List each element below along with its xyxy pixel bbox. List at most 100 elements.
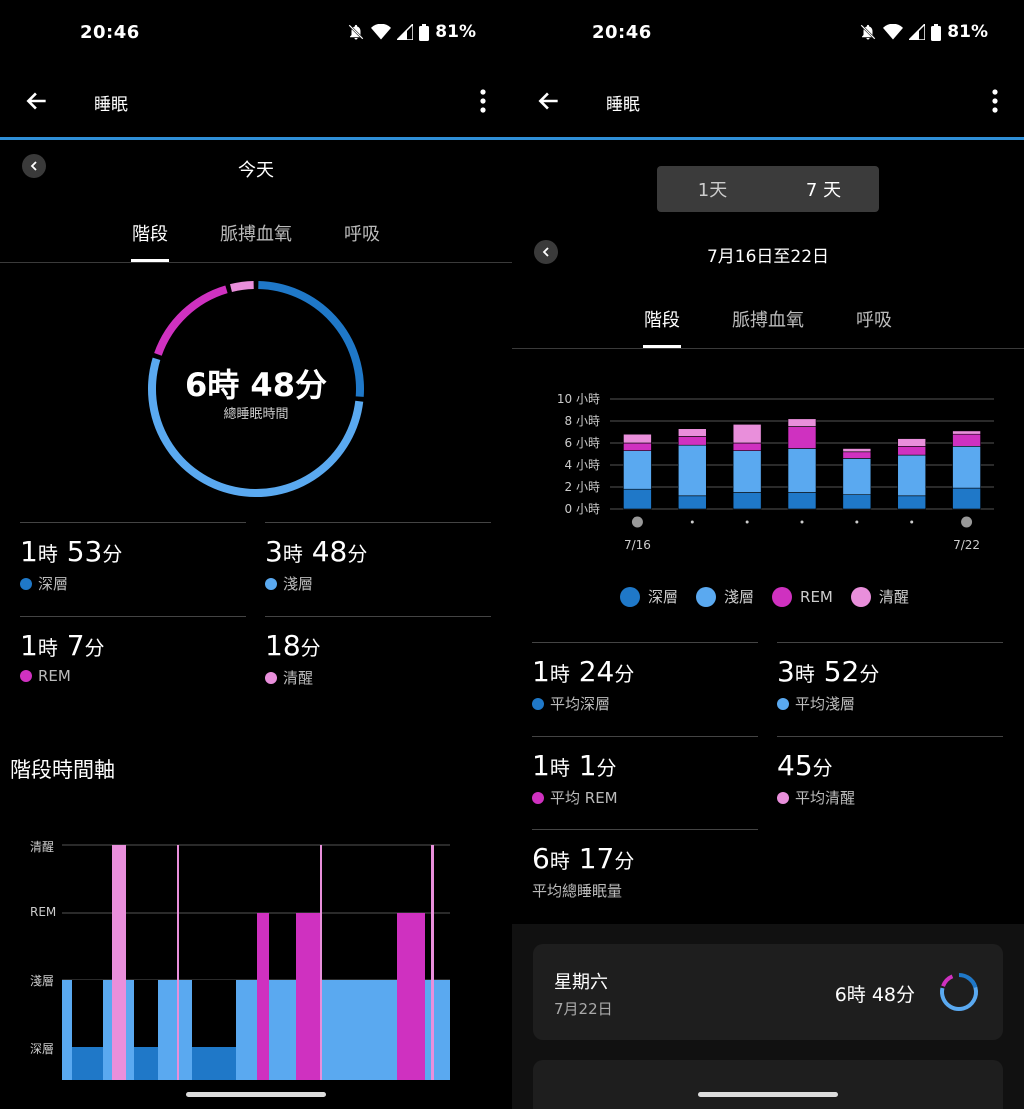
y-tick-label: 10 小時 (557, 392, 600, 406)
bar-segment[interactable] (897, 495, 927, 510)
x-tick-marker (855, 520, 859, 524)
bar-segment[interactable] (952, 433, 981, 447)
tab-breathing[interactable]: 呼吸 (856, 310, 892, 331)
timeline-deep-segment (134, 1047, 158, 1080)
range-7-days[interactable]: 7 天 (805, 180, 842, 201)
timeline-level-awake: 清醒 (30, 840, 55, 854)
dnd-bell-off-icon (348, 24, 364, 40)
timeline-awake-segment (431, 845, 434, 1080)
range-1-day[interactable]: 1天 (697, 180, 728, 201)
chart-legend: 深層 淺層 REM 清醒 (620, 586, 909, 607)
chevron-left-icon (542, 247, 549, 257)
x-tick-marker (745, 520, 749, 524)
tab-pulse-oximetry[interactable]: 脈搏血氧 (220, 224, 292, 245)
home-indicator[interactable] (186, 1092, 326, 1097)
stat-avg-rem: 1時 1分 平均 REM (532, 736, 758, 808)
bar-segment[interactable] (897, 438, 927, 447)
stat-avg-deep: 1時 24分 平均深層 (532, 642, 758, 714)
legend-awake: 清醒 (850, 586, 909, 607)
x-tick-label: 7/16 (624, 538, 651, 552)
stage-tabs: 階段 脈搏血氧 呼吸 (0, 220, 512, 262)
status-time: 20:46 (80, 22, 140, 43)
timeline-deep-segment (72, 1047, 103, 1080)
bar-segment[interactable] (677, 436, 707, 446)
day-card-ring-icon (940, 973, 978, 1011)
ring-light-segment (148, 357, 364, 497)
day-card[interactable] (533, 1060, 1003, 1109)
tab-pulse-oximetry[interactable]: 脈搏血氧 (732, 310, 804, 331)
bar-segment[interactable] (623, 433, 652, 444)
bar-segment[interactable] (623, 442, 652, 451)
bar-segment[interactable] (897, 454, 927, 497)
total-sleep-label: 總睡眠時間 (223, 407, 289, 422)
more-options-icon[interactable] (988, 88, 1002, 114)
page-title: 睡眠 (606, 95, 640, 115)
day-card[interactable]: 星期六 7月22日 6時 48分 (533, 944, 1003, 1040)
deep-dot (20, 577, 32, 590)
rem-dot (532, 791, 544, 804)
tab-breathing[interactable]: 呼吸 (344, 224, 380, 245)
bar-segment[interactable] (732, 450, 762, 493)
timeline-awake-segment (177, 845, 179, 1080)
stat-rem: 1時 7分 REM (20, 616, 246, 685)
bar-segment[interactable] (842, 494, 872, 510)
bar-segment[interactable] (677, 428, 707, 437)
bar-segment[interactable] (952, 487, 981, 510)
timeline-title: 階段時間軸 (10, 758, 115, 782)
prev-date-button[interactable] (22, 154, 46, 178)
home-indicator[interactable] (698, 1092, 838, 1097)
header-divider (512, 137, 1024, 140)
bar-segment[interactable] (787, 426, 817, 449)
bar-segment[interactable] (732, 423, 762, 444)
bar-segment[interactable] (842, 448, 872, 453)
battery-icon (931, 23, 942, 41)
bar-segment[interactable] (623, 488, 652, 510)
bar-segment[interactable] (952, 430, 981, 435)
date-range-label: 7月16日至22日 (706, 247, 830, 267)
timeline-level-rem: REM (30, 905, 57, 919)
bar-segment[interactable] (732, 442, 762, 451)
signal-icon (909, 24, 926, 40)
back-arrow-icon[interactable] (24, 88, 50, 114)
timeline-level-light: 淺層 (30, 974, 55, 988)
bar-segment[interactable] (842, 458, 872, 496)
bar-segment[interactable] (787, 448, 817, 493)
bar-segment[interactable] (732, 492, 762, 510)
weekly-sleep-screen: 20:46 81% 睡眠 1天 7 天 7月16日至22日 階段 脈搏血氧 呼吸… (512, 0, 1024, 1109)
signal-icon (397, 24, 414, 40)
daily-list: 星期六 7月22日 6時 48分 (512, 924, 1024, 1109)
x-tick-marker (631, 516, 643, 528)
stage-tabs: 階段 脈搏血氧 呼吸 (512, 306, 1024, 348)
back-arrow-icon[interactable] (536, 88, 562, 114)
total-sleep-value: 6時 48分 (185, 366, 327, 404)
legend-rem: REM (772, 586, 833, 607)
tabs-divider (0, 262, 512, 263)
prev-range-button[interactable] (534, 240, 558, 264)
awake-dot (265, 671, 277, 684)
header-divider (0, 137, 512, 140)
range-toggle: 1天 7 天 (657, 166, 879, 212)
bar-segment[interactable] (952, 445, 981, 489)
day-card-total: 6時 48分 (834, 984, 915, 1006)
bar-segment[interactable] (623, 450, 652, 490)
bar-segment[interactable] (897, 445, 927, 456)
bar-segment[interactable] (787, 492, 817, 510)
legend-deep: 深層 (620, 586, 678, 607)
bar-segment[interactable] (842, 451, 872, 459)
timeline-rem-segment (296, 913, 321, 1080)
date-label: 今天 (238, 160, 274, 181)
bar-segment[interactable] (677, 495, 707, 510)
daily-sleep-screen: 20:46 81% 睡眠 今天 階段 脈搏血氧 呼吸 6時 48分 總睡眠時間 … (0, 22, 512, 1097)
tab-stages[interactable]: 階段 (643, 306, 681, 348)
tab-stages[interactable]: 階段 (131, 220, 169, 262)
more-options-icon[interactable] (476, 88, 490, 114)
wifi-icon (371, 24, 392, 40)
bar-segment[interactable] (677, 444, 707, 497)
y-tick-label: 6 小時 (565, 436, 600, 450)
light-dot (265, 577, 277, 590)
bar-segment[interactable] (787, 418, 817, 427)
deep-dot (532, 697, 544, 710)
y-tick-label: 4 小時 (565, 458, 600, 472)
y-tick-label: 2 小時 (565, 480, 600, 494)
stat-avg-light: 3時 52分 平均淺層 (777, 642, 1003, 714)
